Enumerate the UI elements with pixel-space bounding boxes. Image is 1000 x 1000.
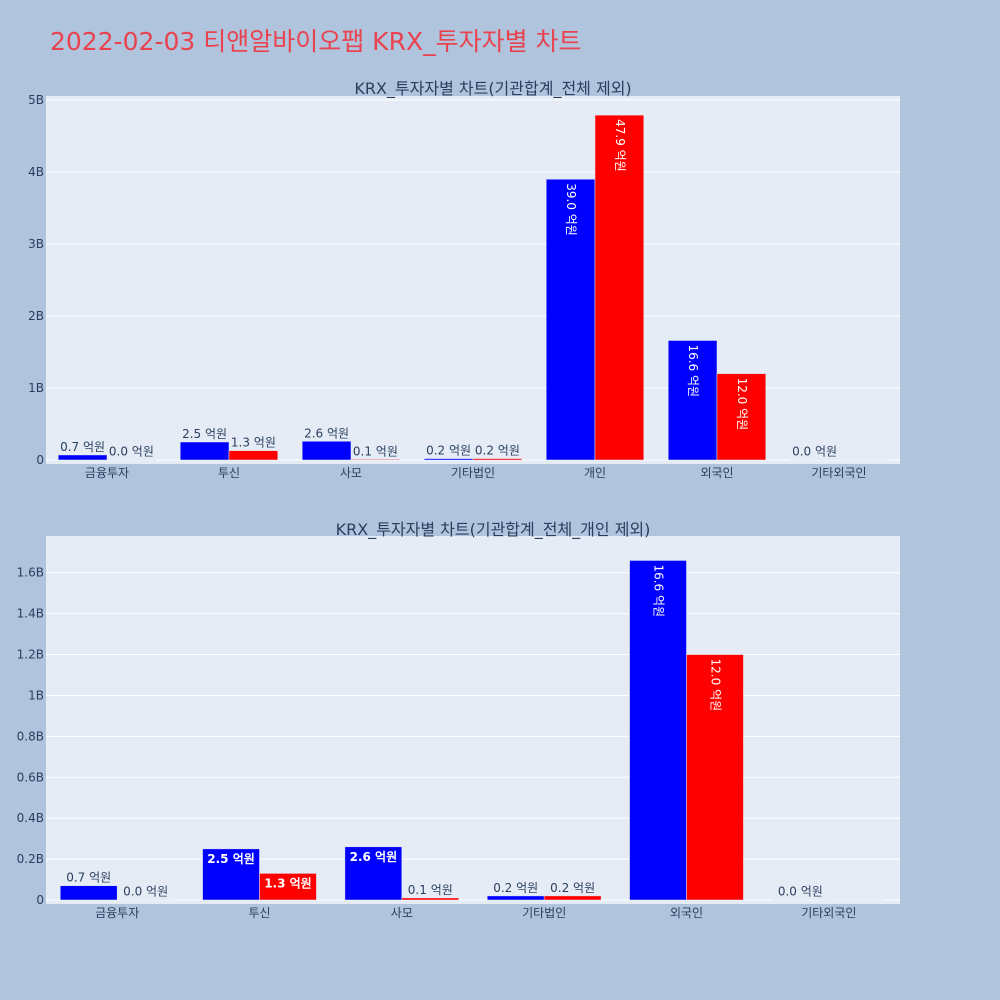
bar-data-label: 0.2 억원 [493,881,538,895]
y-tick-label: 0.4B [17,811,44,825]
bar [486,895,545,901]
bar-data-label: 16.6 억원 [686,344,700,397]
bar [57,454,108,461]
bar [259,873,317,901]
bar-data-label: 16.6 억원 [652,564,666,617]
bar [59,885,118,901]
bar-data-label: 12.0 억원 [735,378,749,431]
bar [301,441,352,461]
y-tick-label: 1.4B [17,607,44,621]
x-tick-label: 사모 [391,906,413,920]
x-tick-label: 기타외국인 [811,466,866,480]
y-tick-label: 5B [28,93,44,107]
bar [423,458,474,461]
bar-data-label: 2.6 억원 [304,426,349,440]
x-tick-label: 기타법인 [451,466,495,480]
bar [594,114,645,461]
bar [686,654,744,901]
bar-data-label: 0.0 억원 [778,885,823,899]
x-tick-label: 투신 [248,906,270,920]
bar-data-label: 2.6 억원 [350,850,398,864]
y-tick-label: 0.2B [17,852,44,866]
bar-data-label: 0.2 억원 [550,881,595,895]
x-tick-label: 투신 [218,466,240,480]
bar-data-label: 0.0 억원 [792,445,837,459]
y-tick-label: 0 [36,453,44,467]
plot-area [46,96,900,464]
x-tick-label: 외국인 [670,906,703,920]
x-tick-label: 기타외국인 [801,906,856,920]
y-tick-label: 1.6B [17,566,44,580]
y-tick-label: 3B [28,237,44,251]
x-tick-label: 기타법인 [522,906,566,920]
bar-data-label: 0.7 억원 [60,440,105,454]
y-tick-label: 0 [36,893,44,907]
y-tick-label: 1B [28,688,44,702]
bar-data-label: 12.0 억원 [708,659,722,712]
chart-1: KRX_투자자별 차트(기관합계_전체 제외) 0 1B 2B 3B 4B 5B 금융투자 0.… [28,79,900,480]
bar [472,458,523,461]
y-tick-label: 2B [28,309,44,323]
y-tick-label: 0.8B [17,729,44,743]
bar-data-label: 0.1 억원 [408,883,453,897]
x-tick-label: 금융투자 [95,906,139,920]
bar-data-label: 39.0 억원 [564,183,578,236]
bar-data-label: 0.1 억원 [353,444,398,458]
bar [116,899,175,901]
bar-data-label: 2.5 억원 [182,427,227,441]
bar-data-label: 2.5 억원 [207,852,255,866]
chart-2: KRX_투자자별 차트(기관합계_전체_개인 제외) 0 0.2B 0.4B 0.6B 0… [17,520,900,920]
y-tick-label: 4B [28,165,44,179]
bar [350,459,401,461]
bar [629,560,687,901]
bar [667,340,718,461]
bar [789,459,840,461]
bar-data-label: 0.2 억원 [426,444,471,458]
bar-data-label: 0.0 억원 [123,885,168,899]
y-tick-label: 1.2B [17,648,44,662]
bar [828,899,887,901]
bar [228,450,279,461]
x-tick-label: 외국인 [700,466,733,480]
bar-data-label: 0.0 억원 [109,445,154,459]
bar-data-label: 1.3 억원 [231,436,276,450]
bar-data-label: 47.9 억원 [613,119,627,172]
bar [401,897,460,901]
page-title: 2022-02-03 티앤알바이오팹 KRX_투자자별 차트 [50,27,582,56]
y-tick-label: 1B [28,381,44,395]
x-tick-label: 개인 [584,466,606,480]
chart-title: KRX_투자자별 차트(기관합계_전체 제외) [354,79,631,99]
bar [179,441,230,461]
bar [838,459,889,461]
y-tick-label: 0.6B [17,770,44,784]
bar [716,373,767,461]
bar [344,846,403,901]
bar-data-label: 0.2 억원 [475,444,520,458]
x-tick-label: 사모 [340,466,362,480]
bar [106,459,157,461]
plot-area [46,536,900,904]
chart-title: KRX_투자자별 차트(기관합계_전체_개인 제외) [336,520,651,540]
bar [543,895,602,901]
bar-data-label: 1.3 억원 [264,876,312,890]
bar [771,899,830,901]
bar-data-label: 0.7 억원 [66,871,111,885]
x-tick-label: 금융투자 [85,466,129,480]
